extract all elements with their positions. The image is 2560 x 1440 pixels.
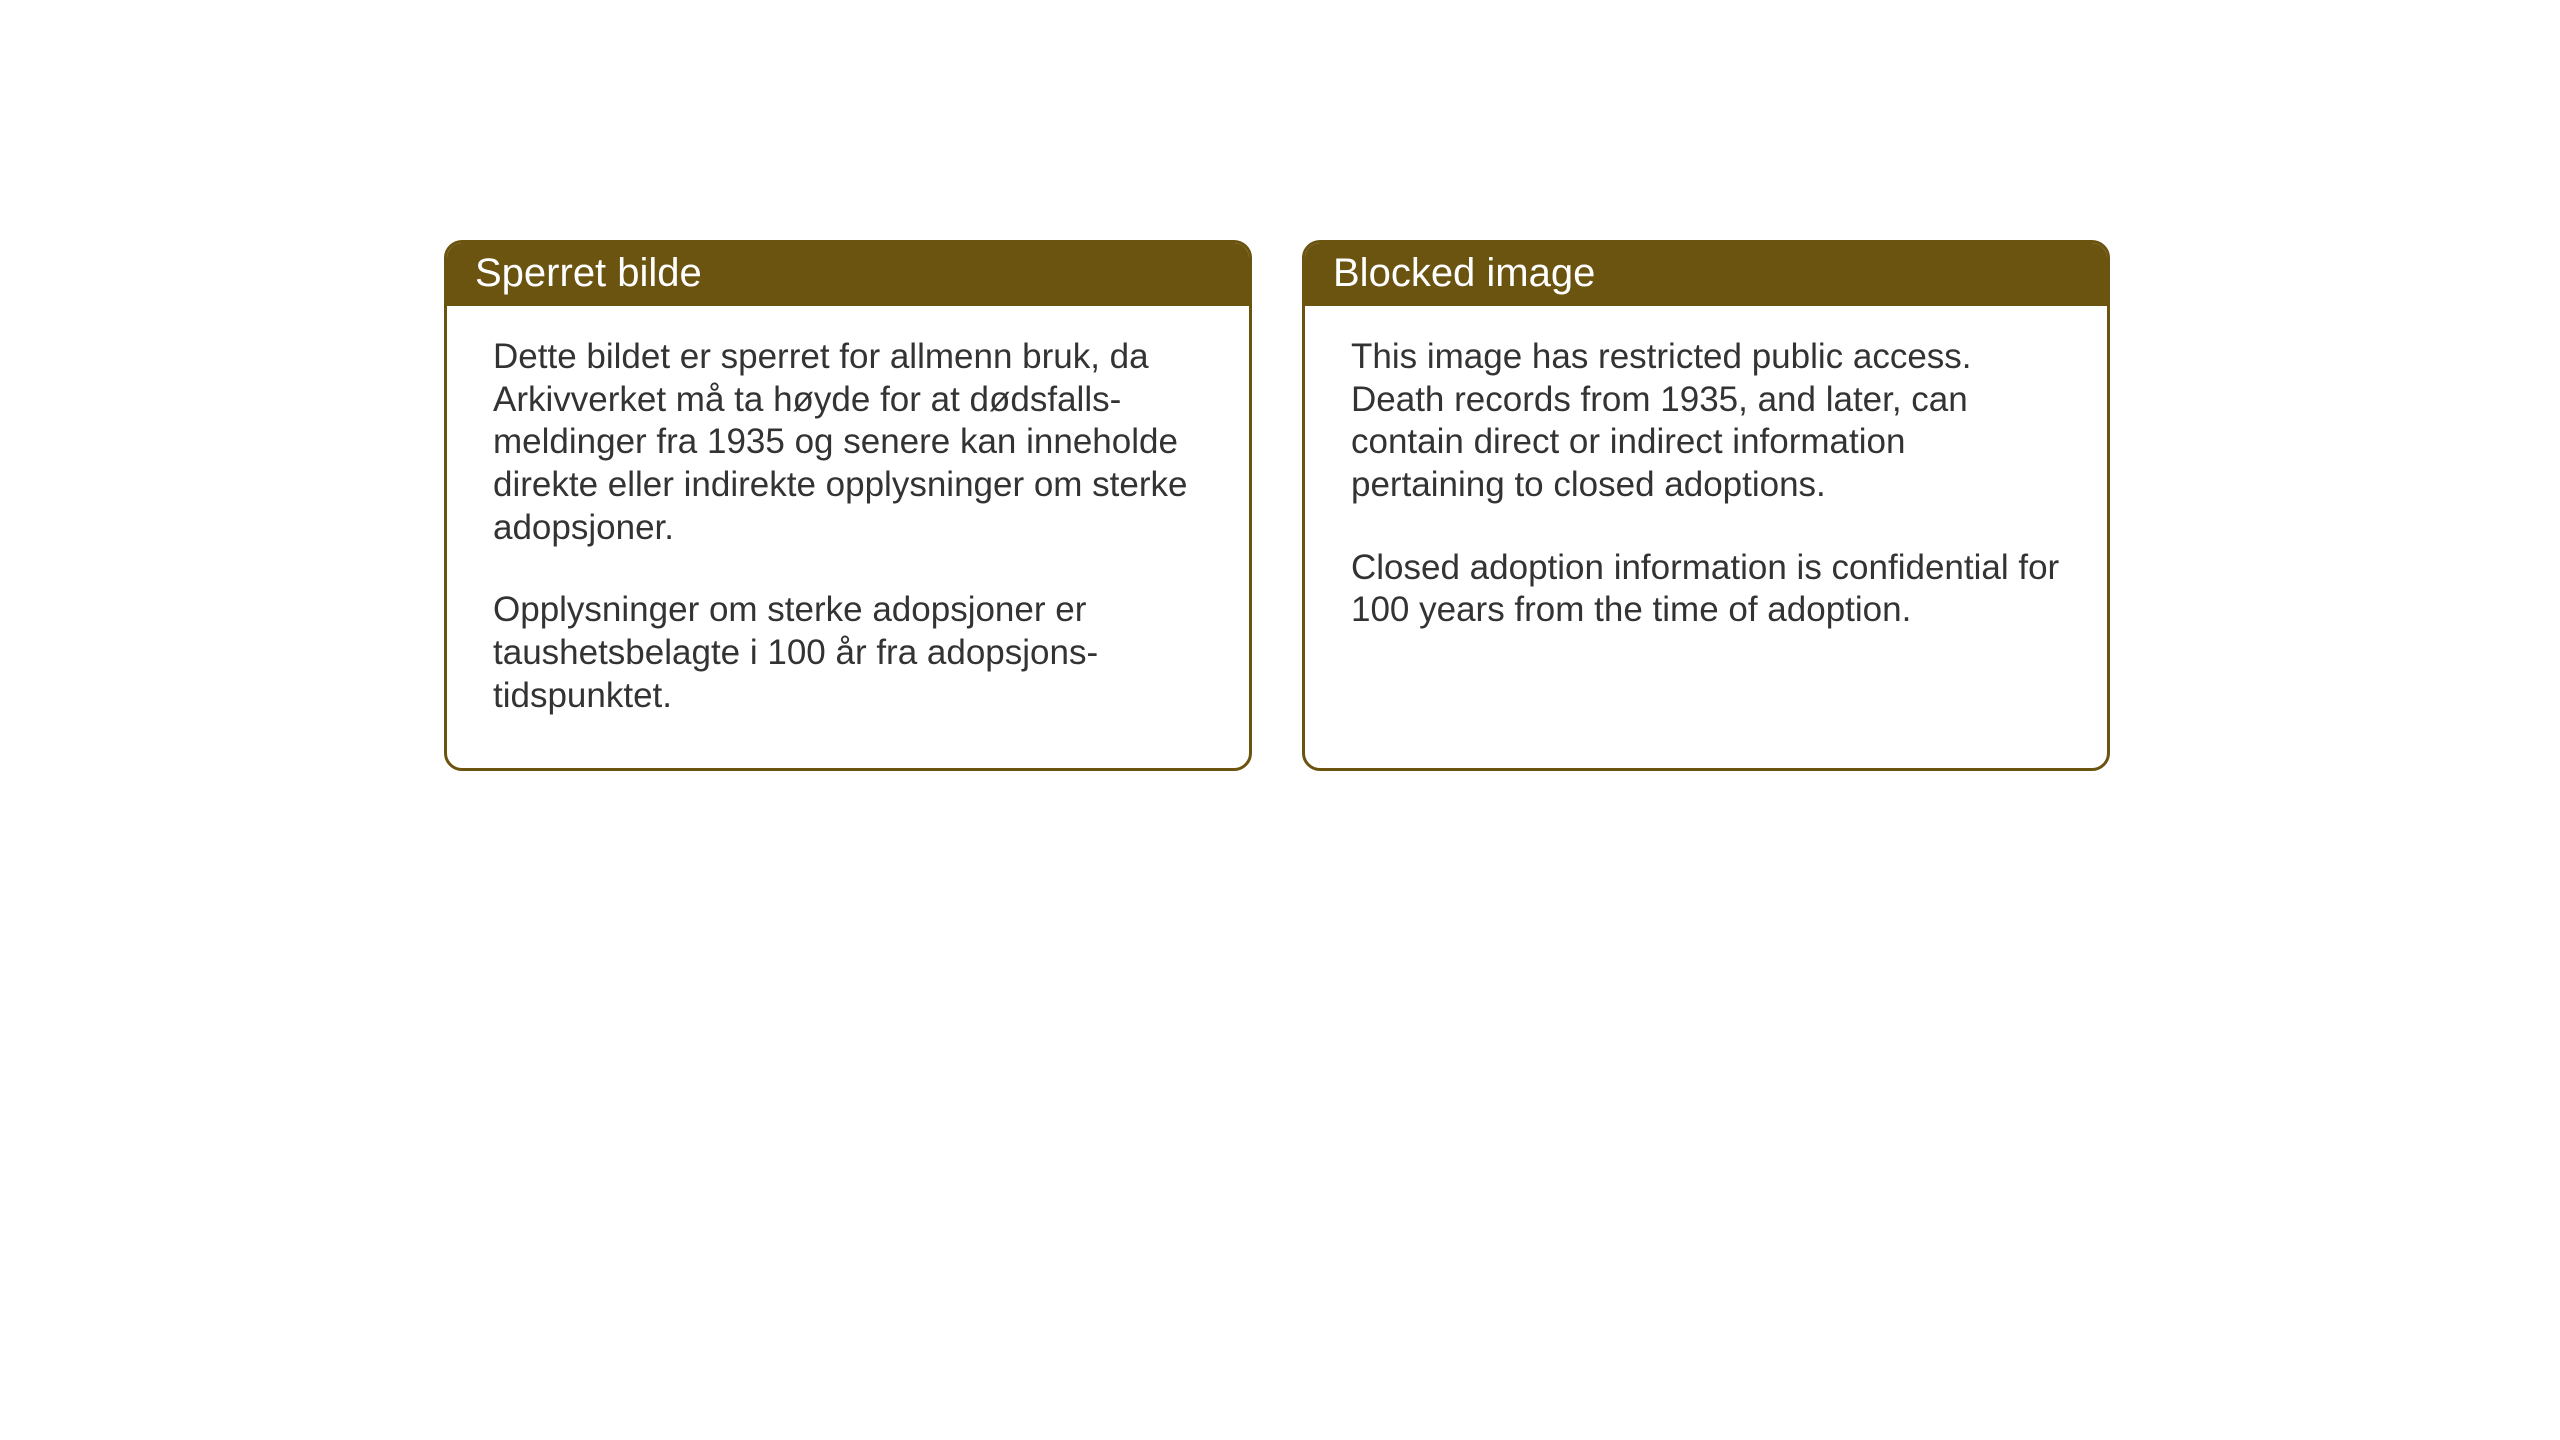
- notice-paragraph-1-english: This image has restricted public access.…: [1351, 336, 2061, 507]
- notice-box-norwegian: Sperret bilde Dette bildet er sperret fo…: [444, 240, 1252, 771]
- notice-body-norwegian: Dette bildet er sperret for allmenn bruk…: [447, 306, 1249, 768]
- notice-header-norwegian: Sperret bilde: [447, 243, 1249, 306]
- notice-paragraph-1-norwegian: Dette bildet er sperret for allmenn bruk…: [493, 336, 1203, 549]
- notice-header-english: Blocked image: [1305, 243, 2107, 306]
- notice-box-english: Blocked image This image has restricted …: [1302, 240, 2110, 771]
- notice-paragraph-2-english: Closed adoption information is confident…: [1351, 547, 2061, 632]
- notice-container: Sperret bilde Dette bildet er sperret fo…: [444, 240, 2110, 771]
- notice-body-english: This image has restricted public access.…: [1305, 306, 2107, 682]
- notice-paragraph-2-norwegian: Opplysninger om sterke adopsjoner er tau…: [493, 589, 1203, 717]
